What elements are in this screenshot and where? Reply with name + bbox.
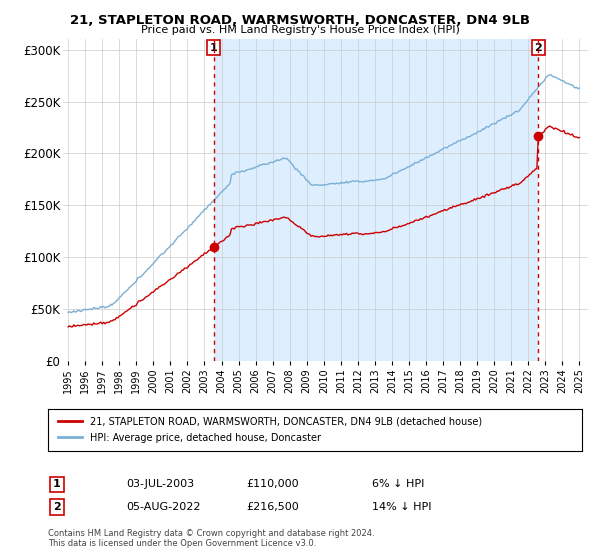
Text: 05-AUG-2022: 05-AUG-2022 (126, 502, 200, 512)
Text: £110,000: £110,000 (246, 479, 299, 489)
Text: £216,500: £216,500 (246, 502, 299, 512)
Text: 21, STAPLETON ROAD, WARMSWORTH, DONCASTER, DN4 9LB: 21, STAPLETON ROAD, WARMSWORTH, DONCASTE… (70, 14, 530, 27)
Text: 03-JUL-2003: 03-JUL-2003 (126, 479, 194, 489)
Text: 14% ↓ HPI: 14% ↓ HPI (372, 502, 431, 512)
Legend: 21, STAPLETON ROAD, WARMSWORTH, DONCASTER, DN4 9LB (detached house), HPI: Averag: 21, STAPLETON ROAD, WARMSWORTH, DONCASTE… (53, 412, 487, 447)
Text: 1: 1 (210, 43, 218, 53)
Text: 6% ↓ HPI: 6% ↓ HPI (372, 479, 424, 489)
Text: 2: 2 (535, 43, 542, 53)
Bar (214, 39, 538, 361)
Text: 1: 1 (53, 479, 61, 489)
Text: Contains HM Land Registry data © Crown copyright and database right 2024.
This d: Contains HM Land Registry data © Crown c… (48, 529, 374, 548)
Text: Price paid vs. HM Land Registry's House Price Index (HPI): Price paid vs. HM Land Registry's House … (140, 25, 460, 35)
Text: 2: 2 (53, 502, 61, 512)
